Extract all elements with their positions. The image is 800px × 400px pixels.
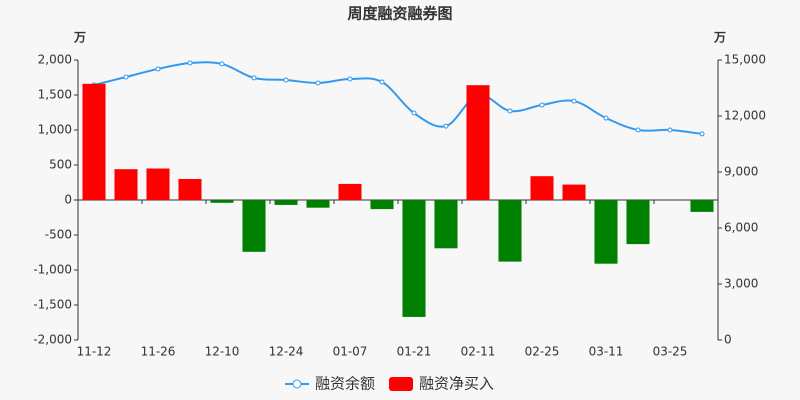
x-tick-label: 01-21 bbox=[397, 345, 432, 359]
x-tick-label: 11-26 bbox=[141, 345, 176, 359]
bar bbox=[114, 169, 138, 200]
bar bbox=[338, 183, 362, 200]
line-point bbox=[571, 98, 577, 104]
x-tick-label: 03-11 bbox=[589, 345, 624, 359]
line-point bbox=[635, 127, 641, 133]
bar bbox=[562, 184, 586, 200]
y-tick-label: 500 bbox=[49, 158, 72, 172]
bar bbox=[146, 168, 170, 200]
line-point bbox=[507, 108, 513, 114]
bar bbox=[306, 200, 330, 208]
line-point bbox=[347, 76, 353, 82]
bar bbox=[498, 200, 522, 262]
line bbox=[93, 61, 703, 135]
y2-tick-label: 6,000 bbox=[724, 221, 758, 235]
y-tick-label: 2,000 bbox=[38, 53, 72, 67]
line-point bbox=[443, 123, 449, 129]
y2-tick-label: 15,000 bbox=[724, 53, 766, 67]
bar bbox=[82, 83, 106, 200]
bar bbox=[626, 200, 650, 245]
x-tick-label: 02-11 bbox=[461, 345, 496, 359]
line-point bbox=[219, 61, 225, 67]
y2-tick-label: 0 bbox=[724, 333, 732, 347]
line-point bbox=[251, 75, 257, 81]
legend-marker bbox=[292, 379, 302, 389]
line-point bbox=[603, 115, 609, 121]
line-point bbox=[411, 110, 417, 116]
legend-label: 融资净买入 bbox=[419, 375, 494, 393]
bar bbox=[370, 200, 394, 210]
bar bbox=[242, 200, 266, 252]
bar bbox=[690, 200, 714, 212]
y2-tick-label: 12,000 bbox=[724, 109, 766, 123]
bar bbox=[594, 200, 618, 264]
line-point bbox=[667, 127, 673, 133]
line-point bbox=[379, 79, 385, 85]
line-point bbox=[123, 74, 129, 80]
y-tick-label: -2,000 bbox=[33, 333, 72, 347]
line-point bbox=[187, 60, 193, 66]
line-point bbox=[283, 77, 289, 83]
bar bbox=[210, 200, 234, 203]
y-tick-label: 1,000 bbox=[38, 123, 72, 137]
line-point bbox=[155, 66, 161, 72]
bar bbox=[466, 85, 490, 200]
chart-title: 周度融资融券图 bbox=[347, 5, 452, 23]
y-axis-label: 万 bbox=[73, 31, 86, 45]
line-point bbox=[539, 102, 545, 108]
line-point bbox=[699, 131, 705, 137]
y-tick-label: -500 bbox=[45, 228, 72, 242]
legend-label: 融资余额 bbox=[315, 375, 375, 393]
y2-axis-label: 万 bbox=[713, 31, 726, 45]
x-tick-label: 03-25 bbox=[653, 345, 688, 359]
y-tick-label: -1,000 bbox=[33, 263, 72, 277]
x-tick-label: 12-24 bbox=[269, 345, 304, 359]
y-tick-label: -1,500 bbox=[33, 298, 72, 312]
legend-swatch bbox=[389, 377, 414, 391]
bar bbox=[530, 176, 554, 200]
bar bbox=[434, 200, 458, 249]
x-tick-label: 01-07 bbox=[333, 345, 368, 359]
x-tick-label: 11-12 bbox=[77, 345, 112, 359]
line-point bbox=[315, 80, 321, 86]
y2-tick-label: 9,000 bbox=[724, 165, 758, 179]
bar bbox=[178, 179, 202, 200]
x-tick-label: 12-10 bbox=[205, 345, 240, 359]
bar bbox=[274, 200, 298, 205]
bar bbox=[402, 200, 426, 317]
x-tick-label: 02-25 bbox=[525, 345, 560, 359]
y2-tick-label: 3,000 bbox=[724, 277, 758, 291]
y-tick-label: 0 bbox=[64, 193, 72, 207]
y-tick-label: 1,500 bbox=[38, 88, 72, 102]
